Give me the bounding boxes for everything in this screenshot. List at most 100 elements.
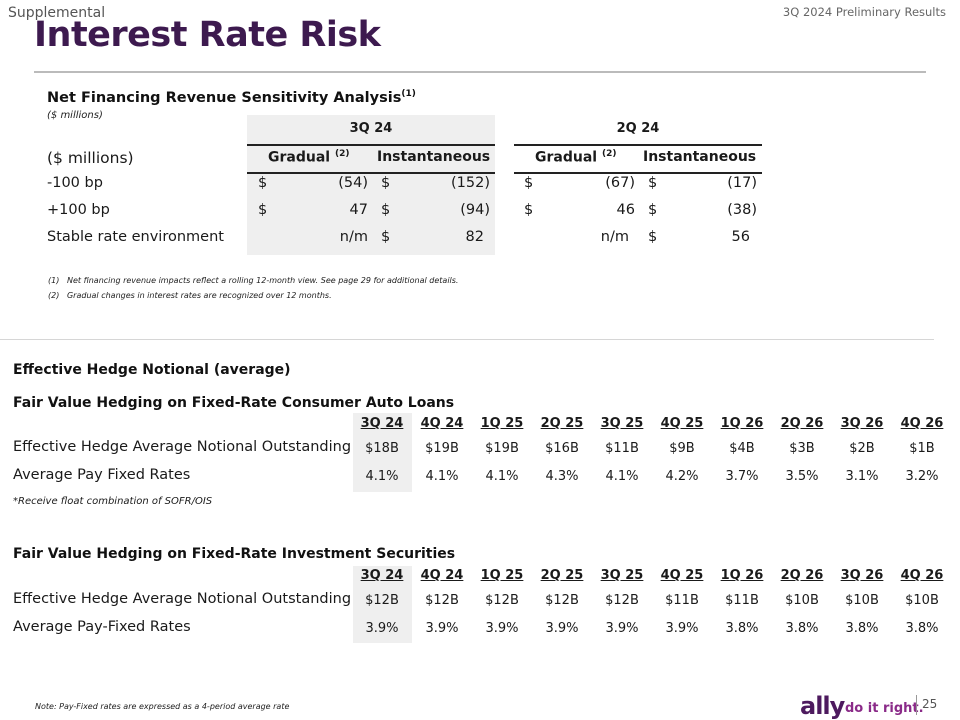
value: (17): [727, 175, 757, 191]
notional-value: $3B: [789, 441, 815, 456]
quarter-header: 1Q 26: [720, 416, 764, 431]
rate-value: 3.9%: [365, 621, 399, 636]
footnote-1: (1) Net financing revenue impacts reflec…: [48, 276, 458, 285]
quarter-header: 4Q 25: [660, 416, 704, 431]
quarter-header: 3Q 26: [840, 416, 884, 431]
supplemental-label: Supplemental: [8, 5, 106, 21]
notional-value: $19B: [485, 441, 519, 456]
page-number-divider: [916, 695, 917, 715]
quarter-header: 3Q 25: [600, 568, 644, 583]
currency: $: [381, 175, 391, 191]
sensitivity-title: Net Financing Revenue Sensitivity Analys…: [47, 89, 416, 106]
col-2q-gradual: Gradual (2): [535, 149, 616, 166]
footer-note: Note: Pay-Fixed rates are expressed as a…: [35, 702, 290, 711]
notional-value: $10B: [785, 593, 819, 608]
page-title: Interest Rate Risk: [34, 15, 381, 55]
value: (38): [727, 202, 757, 218]
auto-row2-label: Average Pay Fixed Rates: [13, 467, 191, 483]
securities-current-shading: [353, 566, 412, 643]
footnote-num: (2): [48, 291, 60, 300]
quarter-header: 2Q 25: [540, 416, 584, 431]
notional-value: $12B: [485, 593, 519, 608]
sensitivity-title-text: Net Financing Revenue Sensitivity Analys…: [47, 89, 402, 106]
value: (94): [460, 202, 490, 218]
currency: $: [524, 175, 534, 191]
quarter-header: 3Q 26: [840, 568, 884, 583]
ally-logo: ally: [800, 692, 845, 720]
period-3q24-header: 3Q 24: [349, 121, 393, 136]
rate-value: 3.9%: [605, 621, 639, 636]
col-3q-gradual-sup: (2): [334, 149, 350, 159]
title-divider: [34, 71, 926, 73]
value: (152): [451, 175, 490, 191]
auto-note: *Receive float combination of SOFR/OIS: [13, 496, 213, 507]
col-3q-gradual: Gradual (2): [268, 149, 349, 166]
quarter-header: 4Q 26: [900, 416, 944, 431]
auto-row1-label: Effective Hedge Average Notional Outstan…: [13, 439, 352, 455]
currency: $: [648, 229, 658, 245]
value: (54): [338, 175, 368, 191]
row-label: +100 bp: [47, 202, 110, 218]
rate-value: 3.8%: [725, 621, 759, 636]
securities-hedge-title: Fair Value Hedging on Fixed-Rate Investm…: [13, 546, 456, 562]
notional-value: $12B: [365, 593, 399, 608]
value: 56: [731, 229, 750, 245]
notional-value: $12B: [605, 593, 639, 608]
notional-value: $9B: [669, 441, 695, 456]
period-3q24-underline: [247, 144, 495, 146]
period-2q24-underline: [514, 144, 762, 146]
notional-value: $11B: [725, 593, 759, 608]
notional-value: $10B: [905, 593, 939, 608]
preliminary-results-label: 3Q 2024 Preliminary Results: [782, 5, 946, 19]
value: n/m: [600, 229, 629, 245]
value: 46: [616, 202, 635, 218]
securities-row1-label: Effective Hedge Average Notional Outstan…: [13, 591, 352, 607]
rate-value: 3.1%: [845, 469, 879, 484]
notional-value: $10B: [845, 593, 879, 608]
notional-value: $11B: [605, 441, 639, 456]
tagline: do it right.: [845, 701, 924, 716]
footnote-2: (2) Gradual changes in interest rates ar…: [48, 291, 332, 300]
rate-value: 3.9%: [665, 621, 699, 636]
currency: $: [258, 175, 268, 191]
row-label: Stable rate environment: [47, 229, 224, 245]
footnote-text: Net financing revenue impacts reflect a …: [66, 276, 459, 285]
col-2q-gradual-text: Gradual: [535, 149, 598, 166]
quarter-header: 1Q 25: [480, 568, 524, 583]
rate-value: 4.1%: [605, 469, 639, 484]
rate-value: 3.9%: [425, 621, 459, 636]
quarter-header: 1Q 26: [720, 568, 764, 583]
currency: $: [258, 202, 268, 218]
currency: $: [648, 202, 658, 218]
colhdr-3q-underline: [247, 172, 495, 174]
rate-value: 3.2%: [905, 469, 939, 484]
hedge-title: Effective Hedge Notional (average): [13, 362, 291, 378]
notional-value: $12B: [545, 593, 579, 608]
currency: $: [524, 202, 534, 218]
rate-value: 4.1%: [485, 469, 519, 484]
quarter-header: 4Q 25: [660, 568, 704, 583]
quarter-header: 4Q 24: [420, 568, 464, 583]
value: 47: [349, 202, 368, 218]
securities-row2-label: Average Pay-Fixed Rates: [13, 619, 191, 635]
rate-value: 4.2%: [665, 469, 699, 484]
notional-value: $16B: [545, 441, 579, 456]
rate-value: 3.9%: [545, 621, 579, 636]
quarter-header: 2Q 25: [540, 568, 584, 583]
rate-value: 3.5%: [785, 469, 819, 484]
period-2q24-header: 2Q 24: [616, 121, 660, 136]
auto-current-shading: [353, 413, 412, 492]
notional-value: $4B: [729, 441, 755, 456]
rate-value: 4.3%: [545, 469, 579, 484]
colhdr-2q-underline: [514, 172, 762, 174]
sensitivity-title-sup: (1): [401, 89, 416, 99]
rate-value: 3.8%: [785, 621, 819, 636]
value: (67): [605, 175, 635, 191]
value: n/m: [339, 229, 368, 245]
quarter-header: 4Q 26: [900, 568, 944, 583]
rate-value: 3.8%: [905, 621, 939, 636]
notional-value: $19B: [425, 441, 459, 456]
col-2q-instantaneous: Instantaneous: [643, 149, 757, 165]
rate-value: 4.1%: [365, 469, 399, 484]
quarter-header: 4Q 24: [420, 416, 464, 431]
